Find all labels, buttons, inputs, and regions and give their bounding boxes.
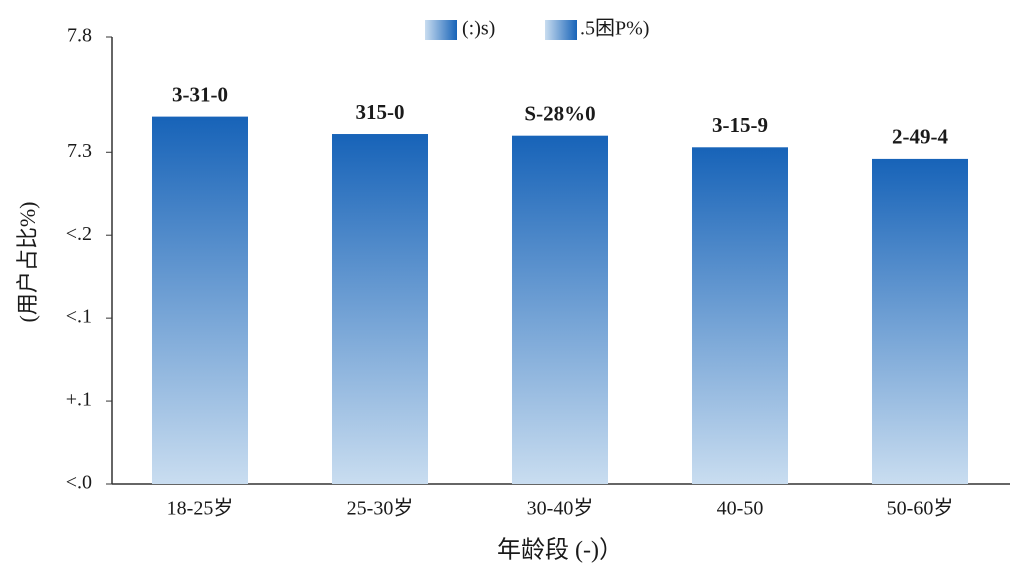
y-tick-label: +.1 xyxy=(66,389,92,411)
x-tick-label: 18-25岁 xyxy=(167,497,234,520)
y-tick-label: <.2 xyxy=(66,223,92,245)
legend-swatch xyxy=(425,20,457,40)
legend-label: .5困P%) xyxy=(580,18,649,40)
y-tick-label: 7.8 xyxy=(67,25,92,47)
bar xyxy=(872,158,968,484)
x-tick-label: 50-60岁 xyxy=(887,497,954,520)
legend-swatch xyxy=(545,20,577,40)
x-axis-label: 年龄段 (-)） xyxy=(497,537,623,564)
data-label: 3-15-9 xyxy=(712,113,768,137)
data-label: S-28%0 xyxy=(524,102,595,126)
bar xyxy=(152,116,248,484)
bar xyxy=(512,135,608,485)
y-tick-label: 7.3 xyxy=(67,140,92,162)
x-tick-label: 30-40岁 xyxy=(527,497,594,520)
y-tick-label: <.0 xyxy=(66,472,92,494)
x-tick-label: 25-30岁 xyxy=(347,497,414,520)
bar xyxy=(332,134,428,485)
data-label: 3-31-0 xyxy=(172,82,228,106)
x-tick-label: 40-50 xyxy=(717,498,764,520)
legend-label: (:)s) xyxy=(462,18,495,40)
y-tick-label: <.1 xyxy=(66,306,92,328)
data-label: 2-49-4 xyxy=(892,125,948,149)
data-label: 315-0 xyxy=(356,100,405,124)
y-axis-label: (用户占比%) xyxy=(15,202,40,323)
bar xyxy=(692,147,788,484)
